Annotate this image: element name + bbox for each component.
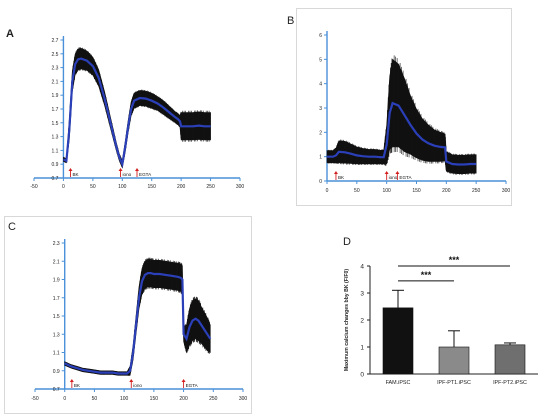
chart-d: 0 1 2 3 4 Maximum calcium changes bby BK (F/F… bbox=[344, 255, 538, 386]
significance-label: *** bbox=[421, 270, 432, 280]
x-tick-label: 100 bbox=[118, 184, 127, 190]
x-tick-label: 50 bbox=[92, 396, 98, 402]
y-tick-label: 2.3 bbox=[51, 66, 58, 72]
x-tick-label: 0 bbox=[62, 184, 65, 190]
y-tick-label: 5 bbox=[319, 57, 322, 63]
x-tick-label: 150 bbox=[150, 396, 159, 402]
marker-arrow-icon bbox=[395, 171, 400, 174]
marker-arrow-icon bbox=[69, 379, 74, 382]
x-tick-label: 150 bbox=[148, 184, 157, 190]
bar bbox=[382, 307, 414, 375]
x-tick-label: 0 bbox=[326, 188, 329, 194]
x-tick-label: 50 bbox=[354, 188, 360, 194]
x-category-label: IPF-PT2.iPSC bbox=[493, 380, 527, 386]
y-tick-label: 3 bbox=[319, 106, 322, 112]
x-tick-label: 200 bbox=[177, 184, 186, 190]
y-tick-label: 1.3 bbox=[51, 135, 58, 141]
trace-mean-line bbox=[64, 271, 212, 375]
y-tick-label: 3 bbox=[360, 291, 364, 298]
y-tick-label: 1.9 bbox=[53, 278, 60, 284]
y-tick-label: 1.7 bbox=[53, 296, 60, 302]
panel-letter-b: B bbox=[287, 15, 295, 27]
significance-label: *** bbox=[449, 255, 460, 265]
marker-arrow-icon bbox=[333, 171, 338, 174]
y-tick-label: 1.5 bbox=[53, 314, 60, 320]
x-tick-label: 300 bbox=[236, 184, 245, 190]
marker-label: iono bbox=[133, 383, 142, 388]
panel-d: D 0 1 2 3 4 Maximum calcium changes bby BK (F… bbox=[326, 234, 546, 412]
y-tick-label: 0.7 bbox=[53, 387, 60, 393]
y-tick-label: 6 bbox=[319, 33, 322, 39]
trace-mean-line bbox=[327, 101, 477, 166]
y-tick-label: 2.7 bbox=[51, 38, 58, 44]
x-tick-label: 50 bbox=[90, 184, 96, 190]
chart-c: -50 0 50 100 150 200 250 300 0.7 0.9 1.1 1.3 1.5 1.7 1… bbox=[31, 239, 248, 402]
y-tick-label: 0.9 bbox=[53, 369, 60, 375]
y-tick-label: 1 bbox=[319, 155, 322, 161]
marker-label: EGTA bbox=[186, 383, 199, 388]
x-tick-label: -50 bbox=[31, 396, 38, 402]
x-category-label: IPF-PT1.iPSC bbox=[437, 380, 471, 386]
y-tick-label: 2.1 bbox=[51, 79, 58, 85]
panel-letter-a: A bbox=[6, 28, 14, 40]
x-tick-label: 250 bbox=[209, 396, 218, 402]
x-tick-label: -50 bbox=[30, 184, 37, 190]
marker-arrow-icon bbox=[118, 168, 123, 171]
chart-b: 0 50 100 150 200 250 300 0 1 2 3 4 5 6 BK iono EGTA bbox=[319, 31, 511, 194]
x-tick-label: 250 bbox=[206, 184, 215, 190]
x-tick-label: 300 bbox=[502, 188, 511, 194]
marker-label: BK bbox=[72, 172, 79, 177]
panel-c: C -50 0 50 100 150 200 250 300 0.7 0.9 1.1 1.3 1.5 1.… bbox=[4, 216, 252, 414]
y-tick-label: 1.9 bbox=[51, 93, 58, 99]
y-tick-label: 2 bbox=[319, 130, 322, 136]
y-tick-label: 0 bbox=[319, 179, 322, 185]
y-tick-label: 2.3 bbox=[53, 241, 60, 247]
y-tick-label: 0.9 bbox=[51, 162, 58, 168]
marker-label: EGTA bbox=[399, 175, 412, 180]
panel-a: A -50 0 50 100 150 200 250 300 0.7 0.9 1.1 1.3 1.5 1.… bbox=[4, 18, 249, 196]
y-tick-label: 0.7 bbox=[51, 176, 58, 182]
y-tick-label: 2 bbox=[360, 318, 364, 325]
y-tick-label: 1.1 bbox=[53, 351, 60, 357]
marker-arrow-icon bbox=[181, 379, 186, 382]
bar bbox=[494, 344, 526, 375]
x-category-label: FAM.iPSC bbox=[386, 380, 411, 386]
marker-arrow-icon bbox=[135, 168, 139, 171]
y-tick-label: 4 bbox=[319, 82, 322, 88]
x-tick-label: 250 bbox=[472, 188, 481, 194]
marker-label: iono bbox=[123, 172, 132, 177]
y-tick-label: 1.1 bbox=[51, 148, 58, 154]
x-tick-label: 100 bbox=[382, 188, 391, 194]
y-axis-label: Maximum calcium changes bby BK (F/F0) bbox=[344, 269, 350, 372]
panel-letter-d: D bbox=[343, 236, 351, 248]
marker-label: BK bbox=[338, 175, 345, 180]
marker-label: BK bbox=[74, 383, 81, 388]
marker-label: EGTA bbox=[139, 172, 152, 177]
x-tick-label: 100 bbox=[120, 396, 129, 402]
x-tick-label: 200 bbox=[179, 396, 188, 402]
marker-arrow-icon bbox=[68, 168, 73, 171]
panel-letter-c: C bbox=[8, 221, 16, 233]
y-tick-label: 0 bbox=[360, 372, 364, 379]
x-tick-label: 150 bbox=[412, 188, 421, 194]
y-tick-label: 2.5 bbox=[51, 52, 58, 58]
x-tick-label: 0 bbox=[63, 396, 66, 402]
y-tick-label: 1.7 bbox=[51, 107, 58, 113]
x-tick-label: 300 bbox=[239, 396, 248, 402]
y-tick-label: 1 bbox=[360, 345, 364, 352]
y-tick-label: 4 bbox=[360, 264, 364, 271]
y-tick-label: 1.3 bbox=[53, 332, 60, 338]
chart-a: -50 0 50 100 150 200 250 300 0.7 0.9 1.1 1.3 1.5 1.7 1… bbox=[30, 36, 245, 190]
x-tick-label: 200 bbox=[442, 188, 451, 194]
panel-b: B 0 50 100 150 200 250 300 0 1 2 3 4 5 6 BK iono EGTA bbox=[287, 8, 512, 206]
marker-arrow-icon bbox=[384, 171, 389, 174]
marker-label: iono bbox=[389, 175, 398, 180]
bar bbox=[438, 346, 470, 375]
marker-arrow-icon bbox=[129, 379, 134, 382]
y-tick-label: 2.1 bbox=[53, 259, 60, 265]
y-tick-label: 1.5 bbox=[51, 121, 58, 127]
trace-mean-line bbox=[62, 57, 211, 169]
